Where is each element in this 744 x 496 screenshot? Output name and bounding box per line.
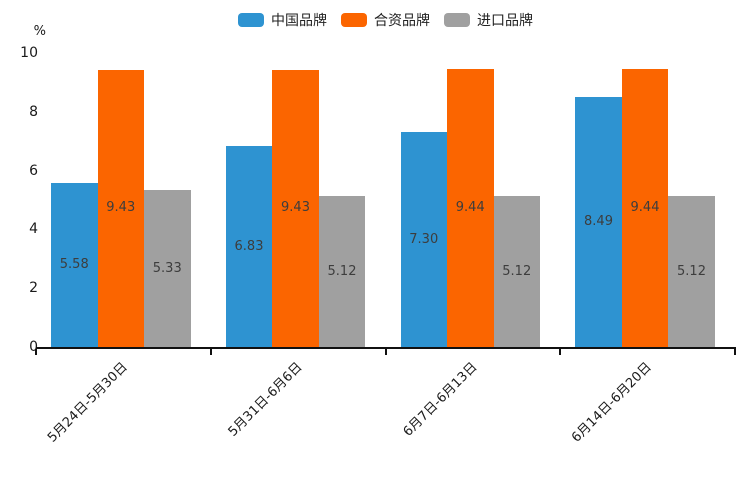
bar-进口品牌-3[interactable]: 5.12	[668, 196, 715, 347]
x-axis-line	[36, 347, 736, 349]
x-tick-label: 6月7日-6月13日	[400, 359, 481, 440]
legend-item-0[interactable]: 中国品牌	[238, 10, 327, 30]
bar-value-label: 6.83	[234, 238, 264, 254]
legend-label: 合资品牌	[374, 13, 430, 29]
legend-swatch-icon	[341, 13, 367, 27]
bar-中国品牌-3[interactable]: 8.49	[575, 97, 622, 347]
bar-中国品牌-1[interactable]: 6.83	[225, 146, 273, 347]
legend-item-1[interactable]: 合资品牌	[341, 10, 430, 30]
bar-合资品牌-3[interactable]: 9.44	[621, 69, 669, 347]
x-axis-tick	[734, 349, 736, 355]
y-tick-label: 8	[29, 103, 38, 120]
x-axis-tick	[559, 349, 562, 355]
bar-value-label: 9.43	[281, 200, 310, 216]
bar-合资品牌-0[interactable]: 9.43	[97, 69, 144, 347]
bar-合资品牌-2[interactable]: 9.44	[447, 69, 494, 347]
bar-value-label: 8.49	[584, 214, 613, 230]
legend-label: 进口品牌	[477, 13, 533, 29]
bar-value-label: 5.58	[59, 256, 89, 272]
bar-value-label: 9.44	[455, 200, 485, 216]
bar-进口品牌-0[interactable]: 5.33	[144, 190, 191, 347]
bar-value-label: 9.43	[106, 200, 136, 216]
x-tick-label: 5月24日-5月30日	[45, 359, 131, 446]
bar-value-label: 7.30	[409, 231, 439, 247]
y-tick-label: 10	[20, 45, 38, 61]
bar-进口品牌-2[interactable]: 5.12	[493, 196, 540, 347]
y-axis-unit-label: %	[33, 24, 46, 39]
y-tick-label: 2	[29, 280, 38, 297]
bar-value-label: 9.44	[630, 200, 660, 216]
x-tick-label: 6月14日-6月20日	[569, 359, 656, 446]
chart-legend: 中国品牌 合资品牌 进口品牌	[36, 10, 735, 30]
bar-中国品牌-2[interactable]: 7.30	[400, 132, 447, 347]
legend-swatch-icon	[444, 13, 470, 27]
bar-value-label: 5.33	[152, 260, 182, 276]
bar-value-label: 5.12	[677, 263, 706, 279]
x-tick-label: 5月31日-6月6日	[225, 359, 306, 440]
legend-swatch-icon	[238, 13, 264, 27]
bar-value-label: 5.12	[502, 263, 532, 279]
legend-item-2[interactable]: 进口品牌	[444, 10, 533, 30]
x-axis-tick	[209, 349, 212, 355]
legend-label: 中国品牌	[271, 13, 327, 29]
bar-中国品牌-0[interactable]: 5.58	[51, 182, 98, 347]
bar-合资品牌-1[interactable]: 9.43	[272, 69, 319, 347]
y-tick-label: 6	[29, 162, 38, 179]
y-tick-label: 4	[29, 221, 38, 238]
bar-进口品牌-1[interactable]: 5.12	[318, 196, 366, 347]
bar-value-label: 5.12	[327, 263, 357, 279]
x-axis-tick	[384, 349, 387, 355]
y-tick-label: 0	[29, 339, 38, 355]
x-axis-tick	[35, 349, 37, 355]
